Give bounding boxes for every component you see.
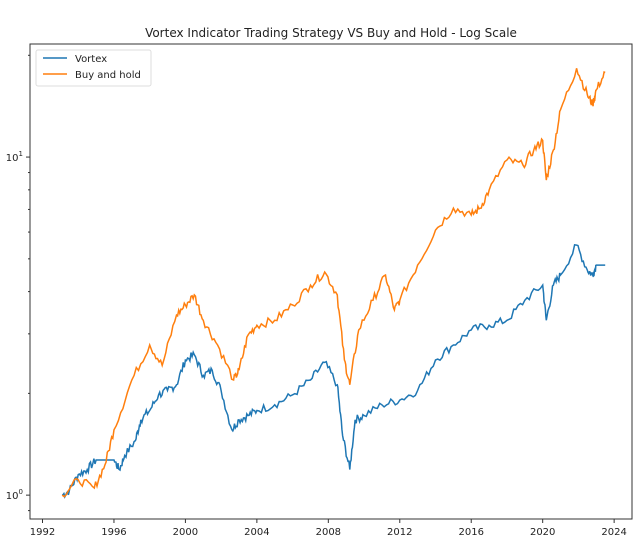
series-layer — [61, 68, 606, 499]
y-tick-label: 100 — [6, 488, 23, 502]
x-tick-label: 2020 — [530, 527, 555, 538]
x-tick-label: 2024 — [601, 527, 626, 538]
legend: Vortex Buy and hold — [35, 49, 152, 87]
y-axis: 100 101 — [6, 54, 30, 512]
series-line-vortex — [61, 243, 606, 499]
legend-box — [35, 49, 152, 87]
x-tick-label: 2008 — [316, 527, 341, 538]
x-tick-label: 2000 — [173, 527, 198, 538]
y-tick-label: 101 — [6, 150, 23, 164]
series-line-buy-and-hold — [61, 68, 606, 498]
x-tick-label: 2012 — [387, 527, 412, 538]
x-tick-label: 2004 — [244, 527, 269, 538]
legend-label-vortex: Vortex — [75, 54, 107, 65]
plot-frame — [29, 43, 633, 520]
x-tick-label: 2016 — [459, 527, 484, 538]
chart-title: Vortex Indicator Trading Strategy VS Buy… — [145, 26, 517, 40]
legend-label-buy-and-hold: Buy and hold — [75, 70, 141, 81]
x-axis: 1992 1996 2000 2004 2008 2012 2016 2020 2024 — [30, 519, 627, 538]
x-tick-label: 1996 — [101, 527, 126, 538]
x-tick-label: 1992 — [30, 527, 55, 538]
